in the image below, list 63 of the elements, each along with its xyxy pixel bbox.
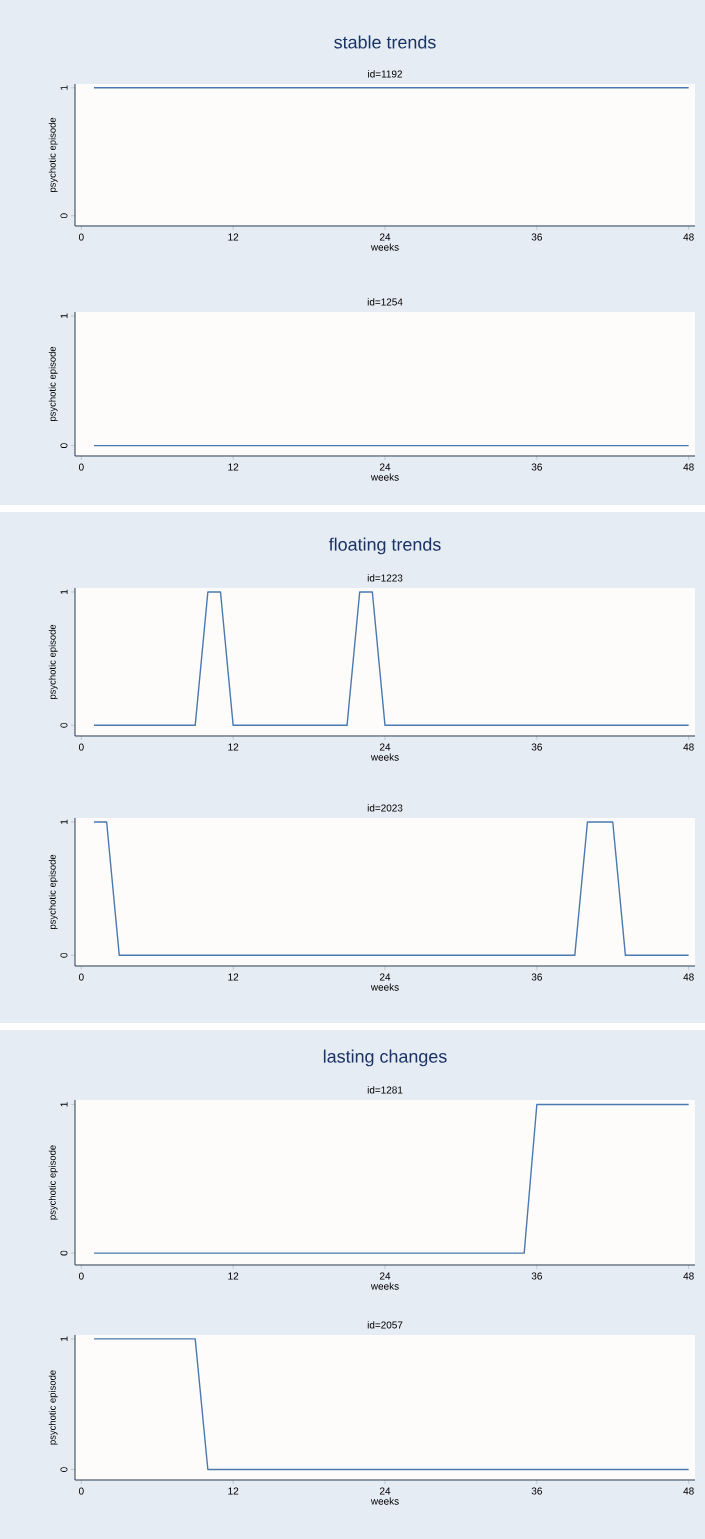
y-tick-label: 0 [60,1250,68,1256]
x-tick-label: 36 [531,1487,542,1495]
x-axis-title: weeks [370,983,399,991]
chart-title: lasting changes [323,1049,447,1067]
x-tick-label: 12 [228,973,239,981]
y-axis-title: psychotic episode [48,854,58,929]
x-tick-label: 24 [379,463,391,471]
x-axis-title: weeks [370,753,399,761]
y-tick-label: 1 [60,589,68,594]
x-tick-label: 24 [379,1272,391,1280]
y-tick-label: 1 [60,1336,68,1341]
x-tick-label: 48 [683,743,694,751]
y-axis-title: psychotic episode [48,1145,58,1220]
x-axis-title: weeks [370,1497,399,1505]
chart-subtitle: id=1281 [367,1086,403,1094]
y-axis-title: psychotic episode [48,624,58,699]
chart-title: floating trends [328,537,441,555]
y-tick-label: 0 [60,1467,68,1472]
x-tick-label: 48 [683,973,694,981]
y-tick-label: 1 [60,819,68,824]
x-tick-label: 36 [531,1272,542,1280]
y-axis-title: psychotic episode [48,1370,58,1445]
x-tick-label: 0 [78,1487,84,1495]
chart-subtitle: id=2057 [367,1321,403,1329]
x-tick-label: 36 [531,463,542,471]
y-tick-label: 1 [60,313,68,318]
y-tick-label: 0 [60,213,68,219]
y-axis-title: psychotic episode [48,346,58,421]
x-tick-label: 24 [379,743,391,751]
chart-subtitle: id=2023 [367,804,403,812]
x-tick-label: 48 [683,463,694,471]
chart-subtitle: id=1254 [367,298,403,306]
chart-subtitle: id=1223 [367,574,403,582]
y-axis-title: psychotic episode [48,117,58,192]
x-tick-label: 0 [78,973,84,981]
x-tick-label: 36 [531,973,542,981]
x-tick-label: 12 [228,1272,239,1280]
chart-title: stable trends [334,35,436,49]
y-tick-label: 1 [60,1102,68,1107]
x-axis-title: weeks [370,473,399,481]
x-tick-label: 24 [379,233,391,241]
y-tick-label: 1 [60,85,68,90]
x-tick-label: 48 [683,233,694,241]
x-tick-label: 12 [228,463,239,471]
y-tick-label: 0 [60,443,68,448]
x-tick-label: 24 [379,973,391,981]
y-tick-label: 0 [60,722,68,728]
x-tick-label: 12 [228,743,239,751]
x-tick-label: 0 [78,463,84,471]
x-tick-label: 0 [78,233,84,241]
x-tick-label: 12 [228,233,239,241]
x-tick-label: 48 [683,1272,694,1280]
x-tick-label: 12 [228,1487,239,1495]
x-axis-title: weeks [370,1282,399,1290]
x-tick-label: 0 [78,743,84,751]
x-tick-label: 24 [379,1487,391,1495]
y-tick-label: 0 [60,952,68,958]
x-axis-title: weeks [370,243,399,251]
chart-subtitle: id=1192 [368,70,402,78]
x-tick-label: 48 [683,1487,694,1495]
x-tick-label: 36 [531,743,542,751]
x-tick-label: 36 [531,233,542,241]
x-tick-label: 0 [78,1272,84,1280]
